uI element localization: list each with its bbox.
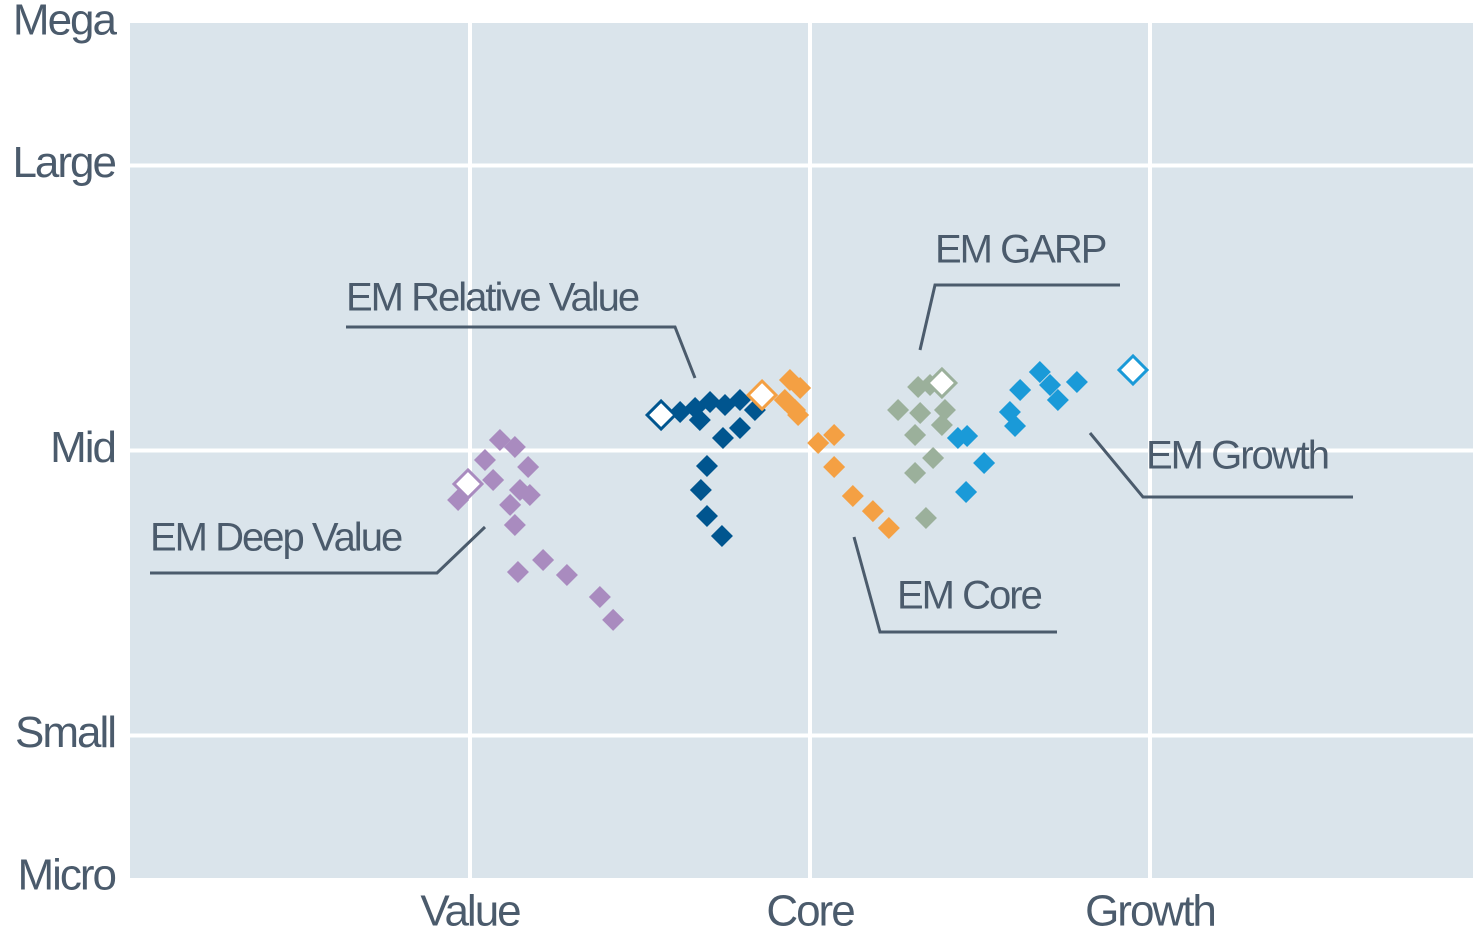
series-label: EM Core: [897, 574, 1042, 618]
point: [689, 478, 712, 501]
x-tick-label: Core: [766, 887, 854, 936]
point: [904, 462, 927, 485]
point: [807, 431, 830, 454]
point: [933, 399, 956, 422]
point: [482, 468, 505, 491]
point: [1028, 360, 1051, 383]
highlight-point: [925, 366, 959, 400]
leader-line: [852, 536, 1057, 634]
point: [1009, 378, 1032, 401]
point: [787, 404, 810, 427]
point: [699, 391, 722, 414]
highlight-point: [644, 398, 678, 432]
point: [518, 483, 541, 506]
point: [914, 507, 937, 530]
y-tick-label: Small: [15, 708, 115, 757]
point: [473, 449, 496, 472]
point: [588, 585, 611, 608]
x-tick-label: Growth: [1085, 887, 1215, 936]
point: [823, 423, 846, 446]
point: [887, 399, 910, 422]
leader-line: [918, 283, 1120, 351]
y-tick-label: Micro: [17, 851, 115, 900]
highlight-point: [1116, 353, 1150, 387]
leaders: [150, 283, 1353, 634]
point: [506, 561, 529, 584]
point: [711, 426, 734, 449]
point: [841, 484, 864, 507]
series-label: EM Growth: [1146, 434, 1328, 478]
point: [695, 505, 718, 528]
point: [710, 525, 733, 547]
point: [1039, 373, 1062, 396]
point: [695, 455, 718, 478]
highlight-point: [745, 378, 779, 412]
marks: [447, 353, 1150, 631]
highlight-point: [451, 467, 485, 501]
point: [555, 564, 578, 587]
point: [688, 409, 711, 432]
y-tick-label: Mega: [13, 0, 118, 45]
point: [1065, 370, 1088, 393]
y-tick-label: Mid: [50, 423, 115, 472]
point: [909, 402, 932, 425]
point: [503, 514, 526, 537]
point: [1004, 414, 1027, 437]
grid: [130, 23, 1473, 878]
point: [728, 389, 751, 412]
leader-line: [346, 325, 697, 379]
point: [517, 456, 540, 479]
point: [823, 456, 846, 479]
point: [1046, 389, 1069, 412]
point: [973, 452, 996, 475]
point: [602, 608, 625, 631]
leader-line: [1088, 432, 1353, 499]
point: [789, 376, 812, 399]
series-label: EM Deep Value: [150, 516, 402, 560]
y-tick-label: Large: [12, 138, 115, 187]
point: [503, 435, 526, 458]
point: [956, 424, 979, 447]
point: [877, 517, 900, 540]
point: [499, 493, 522, 516]
point: [922, 447, 945, 470]
x-tick-label: Value: [420, 887, 520, 936]
series-label: EM GARP: [935, 228, 1106, 272]
point: [955, 480, 978, 503]
point: [904, 423, 927, 446]
leader-line: [150, 525, 487, 575]
point: [861, 500, 884, 523]
series-label: EM Relative Value: [346, 276, 639, 320]
point: [930, 413, 953, 436]
labels: EM Deep Value EM Relative Value EM Core EM …: [150, 228, 1330, 618]
point: [728, 416, 751, 439]
point: [532, 548, 555, 571]
